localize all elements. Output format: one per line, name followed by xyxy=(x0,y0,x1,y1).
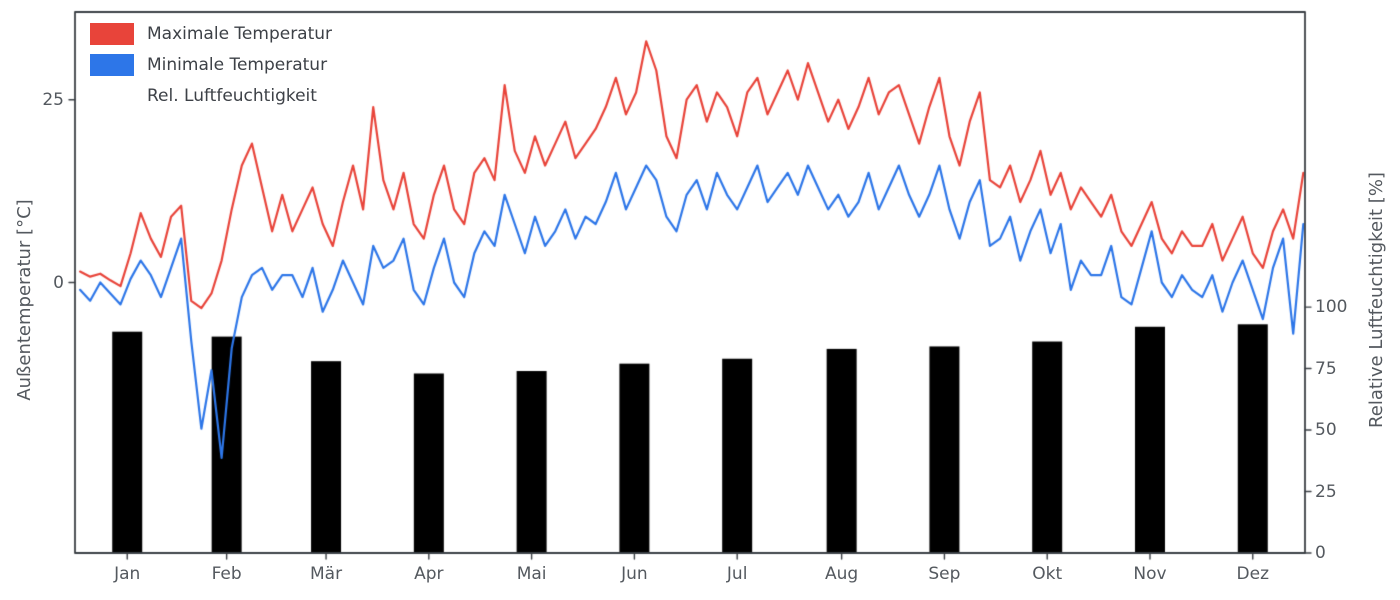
humidity-swatch-icon xyxy=(90,85,134,107)
legend-item-max-temp: Maximale Temperatur xyxy=(90,22,332,46)
legend-label-max-temp: Maximale Temperatur xyxy=(147,24,333,44)
right-y-tick-label: 25 xyxy=(1315,481,1337,502)
left-y-tick-label: 0 xyxy=(53,272,64,293)
right-y-tick-label: 0 xyxy=(1315,543,1326,563)
left-y-tick-label: 25 xyxy=(42,89,64,110)
right-y-tick-label: 50 xyxy=(1315,420,1337,441)
x-tick-label: Mai xyxy=(516,564,547,584)
right-y-tick-label: 75 xyxy=(1315,358,1337,379)
x-tick-label: Mär xyxy=(310,564,343,584)
right-axis-label: Relative Luftfeuchtigkeit [%] xyxy=(1366,172,1387,428)
x-tick-label: Nov xyxy=(1133,564,1167,584)
x-tick-label: Okt xyxy=(1032,564,1063,584)
x-tick-label: Aug xyxy=(825,564,859,584)
legend-item-min-temp: Minimale Temperatur xyxy=(90,53,332,77)
x-tick-label: Jul xyxy=(726,564,748,584)
x-tick-label: Sep xyxy=(928,564,961,584)
x-tick-label: Feb xyxy=(211,564,242,584)
min-temp-swatch-icon xyxy=(90,54,134,76)
x-tick-label: Dez xyxy=(1236,564,1269,584)
x-tick-label: Jun xyxy=(621,564,648,584)
max-temp-swatch-icon xyxy=(90,23,134,45)
legend: Maximale Temperatur Minimale Temperatur … xyxy=(90,22,332,108)
x-tick-label: Apr xyxy=(414,564,444,584)
left-axis-label: Außentemperatur [°C] xyxy=(14,199,35,401)
legend-label-min-temp: Minimale Temperatur xyxy=(147,55,328,75)
x-tick-label: Jan xyxy=(114,564,141,584)
legend-item-humidity: Rel. Luftfeuchtigkeit xyxy=(90,84,332,108)
legend-label-humidity: Rel. Luftfeuchtigkeit xyxy=(147,86,317,106)
right-y-tick-label: 100 xyxy=(1315,297,1348,318)
